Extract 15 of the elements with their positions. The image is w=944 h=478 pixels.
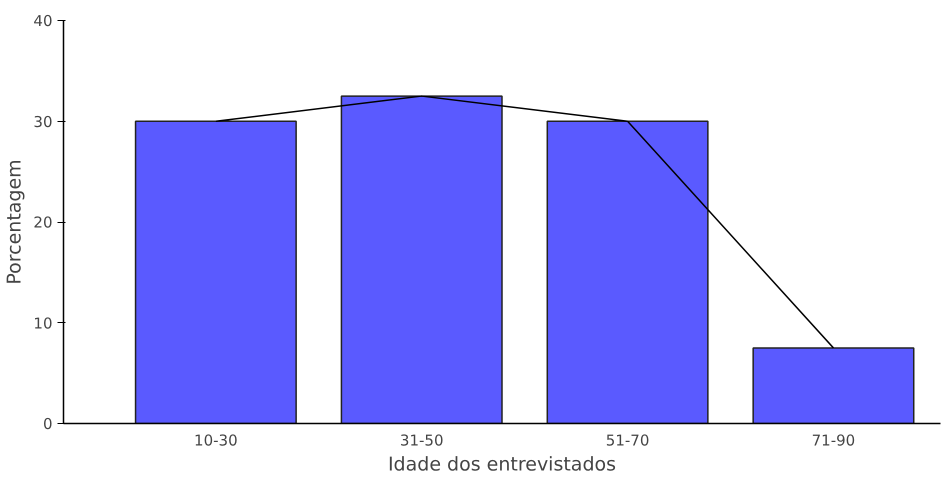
y-tick-label: 20 — [33, 214, 53, 232]
bar — [546, 120, 709, 424]
y-tick-label: 10 — [33, 314, 53, 332]
y-axis-title: Porcentagem — [3, 159, 26, 285]
x-tick-label: 71-90 — [812, 432, 856, 450]
bar — [752, 347, 914, 424]
x-tick-label: 31-50 — [400, 432, 444, 450]
bar — [134, 120, 297, 424]
x-tick-label: 51-70 — [606, 432, 650, 450]
x-tick-label: 10-30 — [194, 432, 238, 450]
y-tick-label: 0 — [42, 415, 53, 433]
y-tick-label: 30 — [33, 112, 53, 131]
x-axis-title: Idade dos entrevistados — [388, 454, 616, 476]
bar — [340, 95, 503, 424]
y-tick-label: 40 — [33, 12, 53, 30]
